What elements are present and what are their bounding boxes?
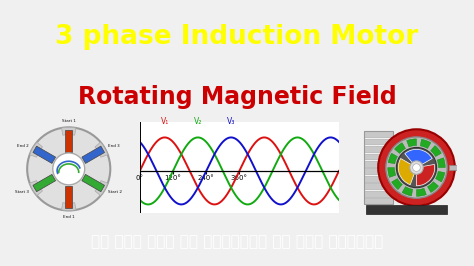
Polygon shape [82, 174, 105, 192]
Wedge shape [388, 153, 397, 164]
Wedge shape [431, 146, 441, 157]
Text: End 1: End 1 [63, 215, 74, 219]
Circle shape [27, 127, 110, 210]
Wedge shape [417, 164, 435, 186]
Text: End 2: End 2 [17, 144, 29, 148]
Text: End 3: End 3 [109, 144, 120, 148]
Wedge shape [405, 149, 432, 168]
Wedge shape [436, 171, 445, 182]
Bar [364, 168, 392, 174]
Bar [364, 183, 392, 189]
Wedge shape [428, 182, 438, 193]
Text: Start 1: Start 1 [62, 119, 76, 123]
Bar [449, 165, 457, 171]
Circle shape [410, 161, 423, 174]
Text: Start 3: Start 3 [15, 190, 29, 194]
Wedge shape [394, 143, 405, 153]
Bar [364, 146, 392, 152]
Circle shape [413, 164, 420, 171]
Bar [364, 191, 392, 197]
Polygon shape [65, 186, 73, 208]
Circle shape [53, 153, 85, 185]
Wedge shape [398, 159, 417, 185]
Bar [366, 205, 447, 214]
Wedge shape [95, 142, 108, 157]
Bar [364, 139, 392, 144]
Bar [364, 153, 392, 159]
Wedge shape [392, 178, 402, 190]
Text: Rotating Magnetic Field: Rotating Magnetic Field [78, 85, 396, 109]
Text: V₂: V₂ [194, 117, 202, 126]
Bar [364, 176, 392, 182]
Circle shape [386, 137, 447, 198]
Wedge shape [402, 187, 413, 196]
Wedge shape [417, 188, 426, 196]
Text: 3 phase Induction Motor: 3 phase Induction Motor [55, 24, 419, 50]
Bar [364, 131, 392, 204]
Circle shape [396, 147, 437, 188]
Wedge shape [407, 139, 417, 147]
Polygon shape [33, 146, 55, 163]
Text: V₁: V₁ [161, 117, 169, 126]
Wedge shape [420, 139, 431, 148]
Text: एक बार देख लो ज़िंदगी भर नही भूलोगे: एक बार देख लो ज़िंदगी भर नही भूलोगे [91, 234, 383, 249]
Bar [364, 131, 392, 137]
Bar [364, 198, 392, 204]
Wedge shape [95, 181, 108, 196]
Wedge shape [388, 168, 396, 177]
Circle shape [378, 129, 455, 206]
Bar [364, 161, 392, 167]
Wedge shape [62, 127, 76, 135]
Wedge shape [30, 181, 43, 196]
Wedge shape [437, 158, 445, 168]
Text: Start 2: Start 2 [109, 190, 122, 194]
Wedge shape [62, 203, 76, 210]
Polygon shape [33, 174, 55, 192]
Text: V₃: V₃ [227, 117, 235, 126]
Wedge shape [30, 142, 43, 157]
Polygon shape [82, 146, 105, 163]
Polygon shape [65, 130, 73, 152]
